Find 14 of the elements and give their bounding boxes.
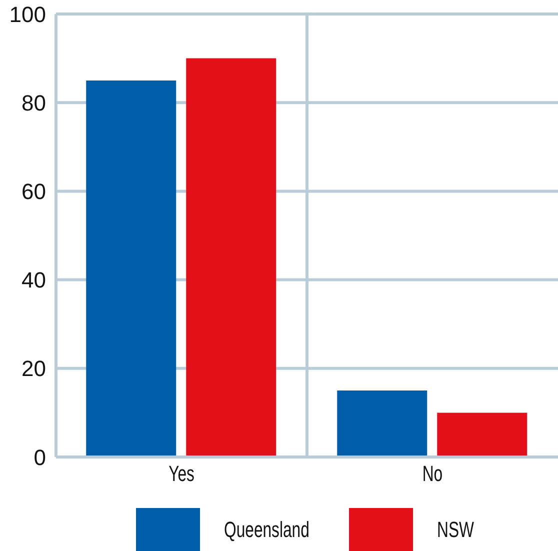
y-tick-label: 80 — [22, 90, 46, 116]
bar — [186, 58, 276, 457]
legend-label: Queensland — [224, 516, 310, 542]
y-tick-label: 0 — [34, 444, 46, 470]
bar — [86, 80, 176, 457]
x-tick-label: Yes — [168, 462, 194, 487]
y-tick-label: 40 — [22, 268, 46, 293]
y-tick-label: 60 — [22, 179, 46, 204]
y-tick-label: 20 — [22, 356, 46, 382]
x-tick-label: No — [422, 462, 443, 487]
bar — [337, 390, 428, 457]
bar — [437, 412, 528, 457]
legend-label: NSW — [436, 516, 474, 542]
y-tick-label: 100 — [9, 2, 46, 27]
